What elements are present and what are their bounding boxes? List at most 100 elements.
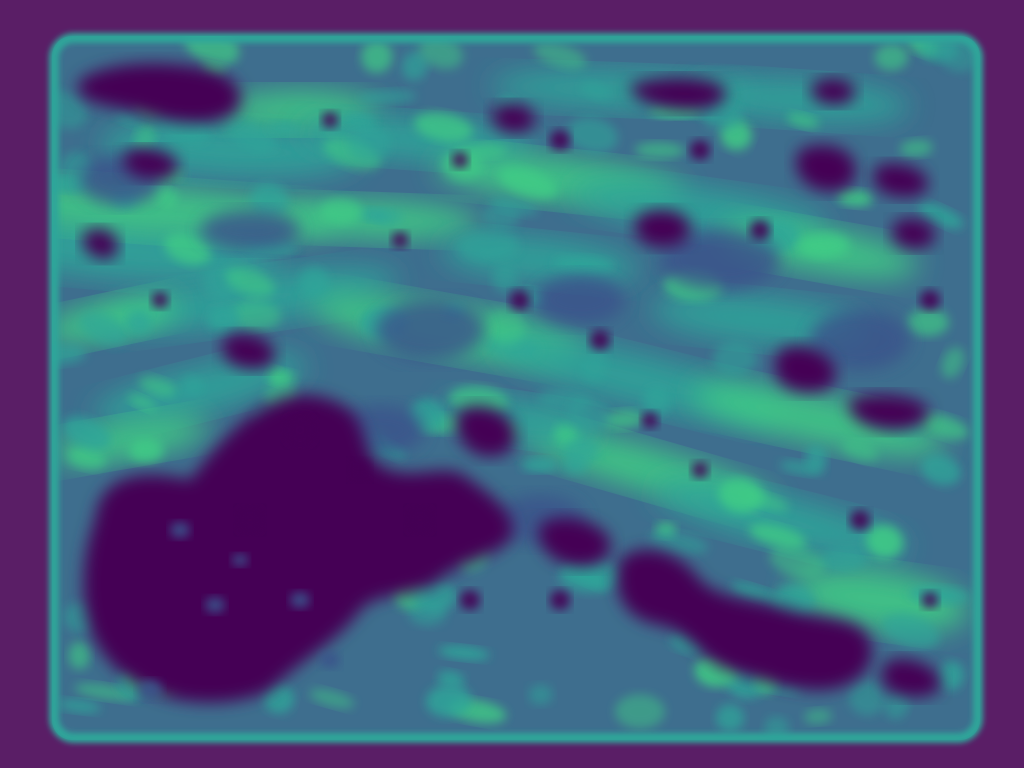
texture-dot bbox=[425, 684, 472, 718]
texture-dot bbox=[566, 397, 611, 432]
texture-dot bbox=[401, 51, 428, 81]
dark-void bbox=[634, 210, 690, 247]
panel-rim bbox=[49, 33, 983, 743]
dark-speck bbox=[408, 508, 432, 532]
texture-dot bbox=[68, 641, 91, 670]
texture-dot bbox=[52, 344, 86, 365]
dark-speck bbox=[850, 510, 870, 530]
dark-void bbox=[775, 346, 836, 392]
texture-dot bbox=[126, 310, 151, 335]
dark-speck bbox=[286, 416, 314, 444]
texture-dot bbox=[263, 683, 295, 714]
dark-void bbox=[123, 148, 179, 180]
texture-dot bbox=[866, 524, 904, 559]
texture-dot bbox=[347, 126, 391, 162]
texture-dot bbox=[749, 523, 807, 549]
texture-dot bbox=[52, 176, 87, 193]
texture-dot bbox=[484, 309, 525, 345]
texture-dot bbox=[899, 139, 933, 157]
dark-speck bbox=[452, 152, 468, 168]
texture-dot bbox=[874, 43, 909, 71]
shadow-patch bbox=[375, 300, 485, 360]
void-island bbox=[205, 597, 225, 613]
texture-dot bbox=[841, 439, 879, 462]
texture-dot bbox=[837, 189, 873, 207]
bright-streak bbox=[692, 383, 948, 457]
texture-dot bbox=[563, 562, 608, 588]
texture-dot bbox=[715, 704, 745, 732]
dark-void bbox=[849, 394, 929, 430]
texture-dot bbox=[414, 112, 474, 142]
texture-dot bbox=[227, 120, 276, 153]
texture-dot bbox=[941, 347, 965, 379]
texture-dot bbox=[357, 90, 417, 105]
texture-dot bbox=[562, 456, 588, 475]
texture-dot bbox=[730, 583, 779, 604]
dark-speck bbox=[350, 460, 370, 480]
dark-speck bbox=[510, 290, 530, 310]
texture-dot bbox=[769, 545, 825, 578]
dark-void bbox=[83, 394, 513, 703]
dark-speck bbox=[750, 220, 770, 240]
void-island bbox=[138, 680, 162, 700]
dark-void bbox=[78, 63, 241, 123]
dark-speck bbox=[460, 590, 480, 610]
texture-dot bbox=[457, 230, 519, 261]
dark-void bbox=[881, 658, 941, 697]
texture-dot bbox=[62, 416, 111, 450]
texture-dot bbox=[129, 438, 164, 463]
texture-dot bbox=[230, 300, 281, 331]
void-island bbox=[232, 554, 248, 566]
texture-dot bbox=[164, 233, 211, 265]
texture-dot bbox=[712, 341, 757, 376]
texture-dot bbox=[580, 81, 612, 101]
texture-dot bbox=[58, 699, 101, 713]
texture-dot bbox=[938, 661, 964, 691]
dark-speck bbox=[692, 462, 708, 478]
texture-dot bbox=[553, 256, 614, 274]
dark-speck bbox=[550, 130, 570, 150]
texture-dot bbox=[848, 680, 886, 716]
dark-speck bbox=[642, 412, 658, 428]
texture-dot bbox=[319, 198, 363, 225]
dark-void bbox=[491, 103, 535, 133]
texture-dot bbox=[882, 613, 940, 649]
dark-void bbox=[873, 163, 929, 198]
texture-dot bbox=[498, 167, 558, 199]
texture-dot bbox=[533, 42, 587, 69]
shadow-patch bbox=[535, 275, 625, 325]
void-island bbox=[320, 652, 340, 668]
dark-speck bbox=[922, 592, 938, 608]
dark-void bbox=[617, 549, 872, 690]
texture-dot bbox=[615, 694, 665, 729]
texture-dot bbox=[482, 204, 520, 230]
texture-dot bbox=[67, 447, 107, 470]
texture-dot bbox=[207, 305, 240, 332]
texture-dot bbox=[266, 121, 301, 135]
texture-dot bbox=[648, 530, 709, 554]
texture-dot bbox=[921, 414, 969, 440]
texture-dot bbox=[438, 645, 490, 661]
texture-dot bbox=[804, 708, 832, 725]
texture-dot bbox=[907, 308, 949, 337]
texture-dot bbox=[786, 112, 820, 129]
texture-dot bbox=[818, 546, 868, 573]
dark-speck bbox=[590, 330, 610, 350]
texture-dot bbox=[528, 684, 553, 705]
texture-dot bbox=[298, 267, 329, 297]
dark-speck bbox=[152, 292, 168, 308]
dark-speck bbox=[322, 112, 338, 128]
bright-streak bbox=[653, 480, 907, 560]
dark-void bbox=[796, 145, 856, 192]
texture-dot bbox=[798, 233, 850, 259]
dark-void bbox=[456, 406, 516, 457]
texture-dot bbox=[492, 264, 517, 293]
dark-void bbox=[82, 228, 119, 260]
texture-dot bbox=[718, 478, 764, 513]
texture-dot bbox=[805, 445, 827, 472]
texture-layer bbox=[52, 36, 979, 740]
dark-speck bbox=[920, 290, 940, 310]
texture-dot bbox=[372, 208, 404, 225]
texture-dot bbox=[181, 375, 204, 395]
